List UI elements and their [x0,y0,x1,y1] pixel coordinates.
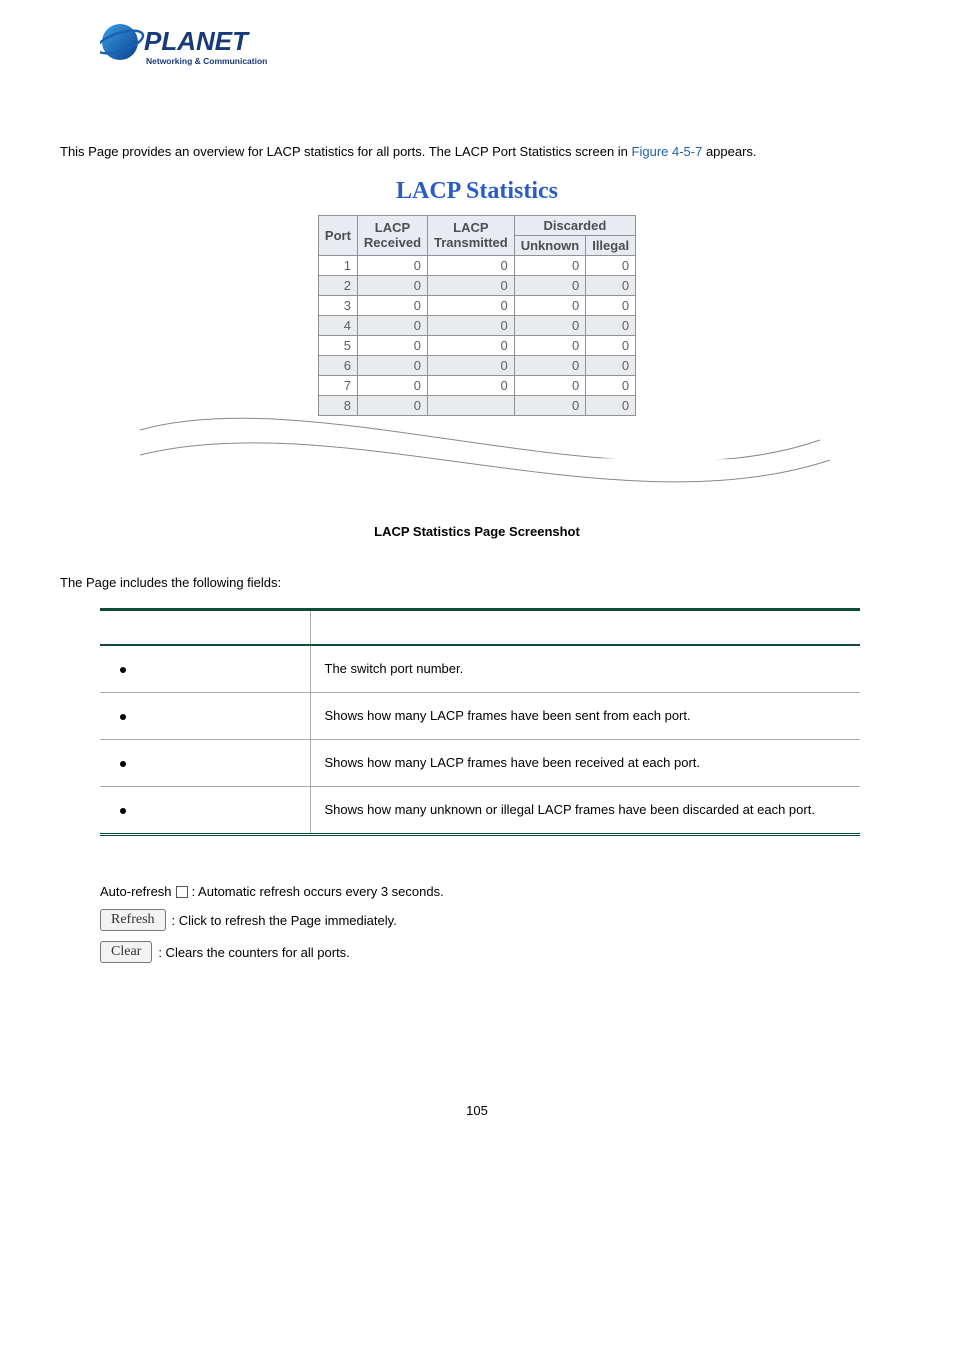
cell-illegal: 0 [586,335,636,355]
field-bullet-cell [100,787,310,835]
cell-illegal: 0 [586,375,636,395]
table-row: 20000 [318,275,635,295]
cell-transmitted: 0 [428,355,515,375]
fields-col1-header [100,609,310,645]
col-lacp-received: LACPReceived [357,215,427,255]
cell-received: 0 [357,355,427,375]
bullet-icon [120,714,126,720]
field-desc-cell: Shows how many unknown or illegal LACP f… [310,787,860,835]
fields-description-table: The switch port number.Shows how many LA… [100,608,860,837]
clear-desc: : Clears the counters for all ports. [158,945,349,960]
cell-port: 5 [318,335,357,355]
table-row: 70000 [318,375,635,395]
cell-unknown: 0 [514,355,586,375]
intro-text: This Page provides an overview for LACP … [60,142,894,162]
fields-tbody: The switch port number.Shows how many LA… [100,645,860,835]
cell-unknown: 0 [514,335,586,355]
fields-row: Shows how many unknown or illegal LACP f… [100,787,860,835]
table-row: 60000 [318,355,635,375]
cell-port: 4 [318,315,357,335]
cell-port: 1 [318,255,357,275]
cell-illegal: 0 [586,295,636,315]
cell-transmitted: 0 [428,375,515,395]
table-row: 50000 [318,335,635,355]
refresh-desc: : Click to refresh the Page immediately. [172,913,397,928]
auto-refresh-label: Auto-refresh [100,884,172,899]
field-bullet-cell [100,693,310,740]
cell-received: 0 [357,295,427,315]
clear-line: Clear : Clears the counters for all port… [100,941,894,963]
cell-transmitted: 0 [428,255,515,275]
auto-refresh-line: Auto-refresh : Automatic refresh occurs … [100,884,894,899]
auto-refresh-desc: : Automatic refresh occurs every 3 secon… [192,884,444,899]
cell-unknown: 0 [514,275,586,295]
intro-prefix: This Page provides an overview for LACP … [60,144,632,159]
cell-illegal: 0 [586,275,636,295]
page: PLANET Networking & Communication This P… [0,0,954,1158]
bullet-icon [120,808,126,814]
cell-received: 0 [357,255,427,275]
cell-illegal: 0 [586,315,636,335]
cell-unknown: 0 [514,295,586,315]
cell-port: 7 [318,375,357,395]
cell-unknown: 0 [514,315,586,335]
fields-col2-header [310,609,860,645]
stats-tbody: 100002000030000400005000060000700008000 [318,255,635,415]
field-desc-cell: Shows how many LACP frames have been rec… [310,740,860,787]
col-port: Port [318,215,357,255]
field-desc-cell: Shows how many LACP frames have been sen… [310,693,860,740]
cell-port: 6 [318,355,357,375]
cell-port: 2 [318,275,357,295]
field-bullet-cell [100,740,310,787]
page-tear-curve [60,400,894,510]
col-discarded: Discarded [514,215,635,235]
svg-text:PLANET: PLANET [144,26,250,56]
lacp-stats-table: PortLACPReceivedLACPTransmittedDiscarded… [318,215,636,416]
page-number: 105 [60,1103,894,1118]
bullet-icon [120,667,126,673]
refresh-line: Refresh : Click to refresh the Page imme… [100,909,894,931]
cell-received: 0 [357,335,427,355]
table-row: 40000 [318,315,635,335]
col-illegal: Illegal [586,235,636,255]
fields-intro: The Page includes the following fields: [60,575,894,590]
buttons-section: Auto-refresh : Automatic refresh occurs … [100,884,894,963]
screenshot-caption: LACP Statistics Page Screenshot [60,524,894,539]
auto-refresh-checkbox[interactable] [176,886,188,898]
table-row: 10000 [318,255,635,275]
figure-reference-link[interactable]: Figure 4-5-7 [632,144,703,159]
intro-suffix: appears. [702,144,756,159]
cell-transmitted: 0 [428,335,515,355]
bullet-icon [120,761,126,767]
clear-button[interactable]: Clear [100,941,152,963]
cell-transmitted: 0 [428,315,515,335]
cell-transmitted: 0 [428,275,515,295]
fields-row: Shows how many LACP frames have been sen… [100,693,860,740]
planet-logo: PLANET Networking & Communication [100,20,894,72]
refresh-button[interactable]: Refresh [100,909,166,931]
col-lacp-transmitted: LACPTransmitted [428,215,515,255]
svg-text:Networking & Communication: Networking & Communication [146,56,267,66]
cell-unknown: 0 [514,255,586,275]
fields-row: Shows how many LACP frames have been rec… [100,740,860,787]
cell-port: 3 [318,295,357,315]
stats-table-wrap: PortLACPReceivedLACPTransmittedDiscarded… [60,215,894,416]
cell-illegal: 0 [586,355,636,375]
field-bullet-cell [100,645,310,693]
table-row: 30000 [318,295,635,315]
cell-received: 0 [357,275,427,295]
cell-illegal: 0 [586,255,636,275]
field-desc-cell: The switch port number. [310,645,860,693]
cell-received: 0 [357,375,427,395]
cell-transmitted: 0 [428,295,515,315]
col-unknown: Unknown [514,235,586,255]
cell-received: 0 [357,315,427,335]
cell-unknown: 0 [514,375,586,395]
stats-panel-title: LACP Statistics [60,178,894,205]
fields-row: The switch port number. [100,645,860,693]
